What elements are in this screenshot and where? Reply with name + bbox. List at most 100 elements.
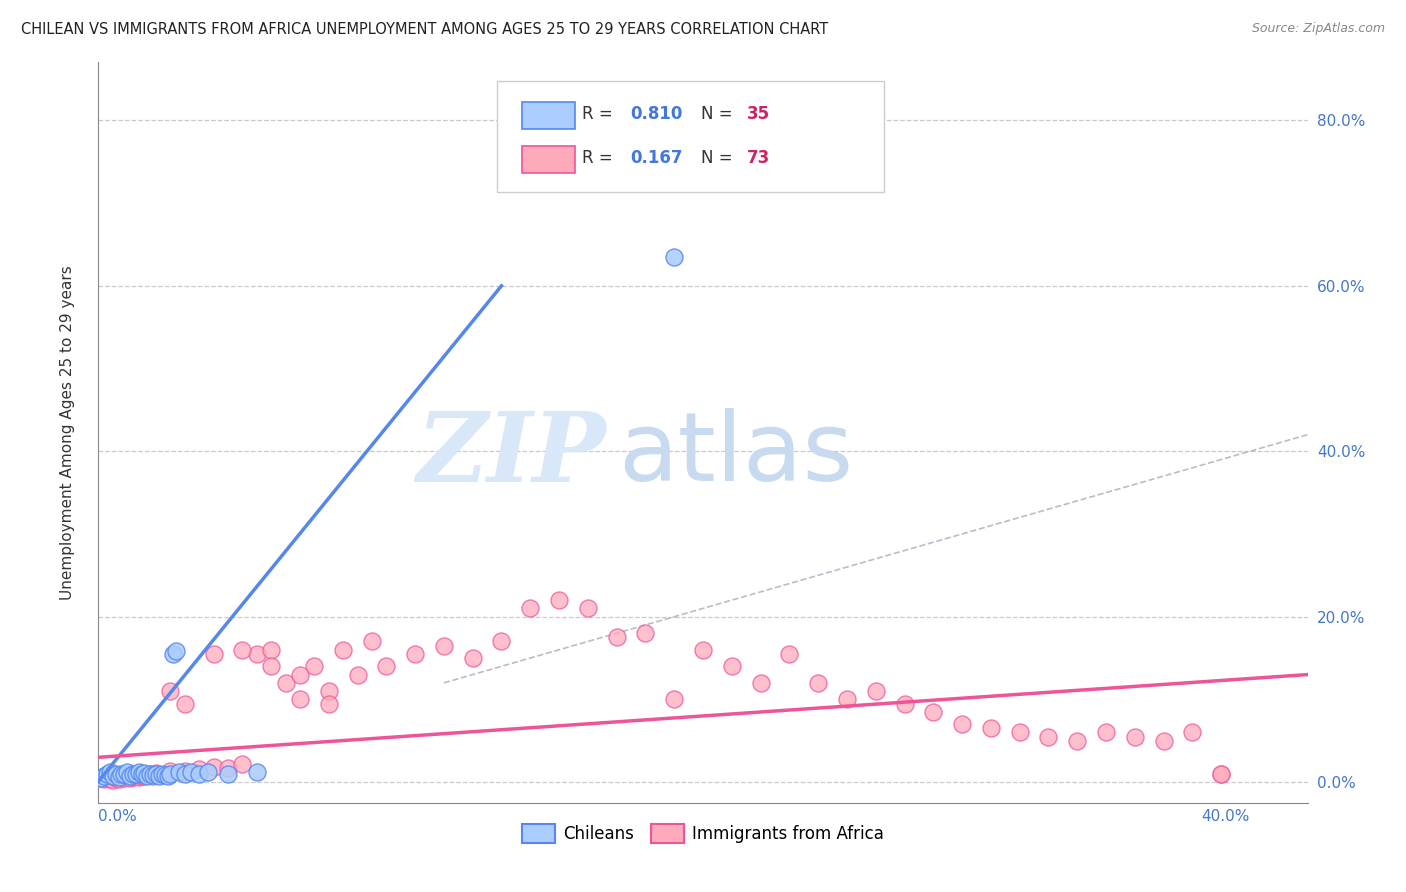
Text: N =: N =: [700, 149, 738, 167]
Point: [576, 601, 599, 615]
Point: [217, 761, 239, 775]
Point: [404, 647, 426, 661]
Point: [922, 705, 945, 719]
Point: [807, 676, 830, 690]
Point: [950, 717, 973, 731]
Text: 40.0%: 40.0%: [1202, 809, 1250, 824]
Point: [433, 639, 456, 653]
Point: [136, 768, 159, 782]
Point: [1066, 733, 1088, 747]
Point: [139, 767, 162, 781]
Point: [246, 765, 269, 780]
Point: [110, 770, 132, 784]
Point: [548, 593, 571, 607]
Point: [120, 771, 142, 785]
Point: [139, 767, 162, 781]
Text: N =: N =: [700, 105, 738, 123]
Point: [134, 769, 156, 783]
Point: [159, 767, 181, 781]
Point: [304, 659, 326, 673]
Point: [1038, 730, 1060, 744]
Point: [246, 647, 269, 661]
Point: [202, 760, 225, 774]
Point: [491, 634, 513, 648]
Point: [150, 767, 173, 781]
Point: [173, 697, 195, 711]
Point: [519, 601, 541, 615]
Point: [865, 684, 887, 698]
Point: [134, 766, 156, 780]
Point: [835, 692, 858, 706]
Point: [188, 762, 211, 776]
Point: [188, 767, 211, 781]
Point: [122, 770, 145, 784]
FancyBboxPatch shape: [498, 81, 884, 192]
Point: [167, 765, 190, 780]
Point: [104, 767, 127, 781]
Point: [260, 659, 283, 673]
Point: [90, 771, 112, 785]
Point: [153, 767, 176, 781]
Point: [332, 642, 354, 657]
Text: CHILEAN VS IMMIGRANTS FROM AFRICA UNEMPLOYMENT AMONG AGES 25 TO 29 YEARS CORRELA: CHILEAN VS IMMIGRANTS FROM AFRICA UNEMPL…: [21, 22, 828, 37]
Point: [145, 767, 167, 781]
Point: [125, 768, 148, 782]
Point: [136, 767, 159, 781]
Point: [1211, 767, 1233, 781]
Text: 73: 73: [747, 149, 769, 167]
Point: [90, 771, 112, 785]
Point: [165, 644, 187, 658]
Point: [893, 697, 915, 711]
Point: [288, 667, 311, 681]
Point: [1153, 733, 1175, 747]
FancyBboxPatch shape: [522, 103, 575, 129]
Point: [1123, 730, 1146, 744]
Point: [1095, 725, 1118, 739]
Point: [98, 772, 121, 786]
Point: [142, 768, 165, 782]
FancyBboxPatch shape: [522, 146, 575, 173]
Point: [720, 659, 742, 673]
Text: R =: R =: [582, 105, 619, 123]
Point: [606, 631, 628, 645]
Point: [692, 642, 714, 657]
Point: [96, 770, 118, 784]
Point: [131, 767, 153, 781]
Point: [162, 647, 184, 661]
Text: 0.167: 0.167: [630, 149, 683, 167]
Point: [131, 768, 153, 782]
Point: [104, 771, 127, 785]
Point: [197, 765, 219, 780]
Point: [93, 772, 115, 786]
Point: [1008, 725, 1031, 739]
Text: ZIP: ZIP: [416, 408, 606, 502]
Point: [173, 767, 195, 781]
Point: [980, 722, 1002, 736]
Point: [128, 765, 150, 780]
Text: 35: 35: [747, 105, 769, 123]
Point: [98, 765, 121, 780]
Point: [101, 768, 124, 782]
Point: [159, 684, 181, 698]
Point: [115, 769, 138, 783]
Point: [101, 772, 124, 787]
Y-axis label: Unemployment Among Ages 25 to 29 years: Unemployment Among Ages 25 to 29 years: [60, 265, 75, 600]
Point: [128, 770, 150, 784]
Point: [159, 764, 181, 778]
Text: atlas: atlas: [619, 409, 853, 501]
Point: [749, 676, 772, 690]
Point: [125, 767, 148, 781]
Point: [180, 765, 202, 780]
Point: [120, 768, 142, 782]
Point: [461, 651, 484, 665]
Point: [260, 642, 283, 657]
Point: [231, 642, 253, 657]
Point: [202, 647, 225, 661]
Point: [361, 634, 384, 648]
Point: [1181, 725, 1204, 739]
Point: [664, 250, 686, 264]
Point: [115, 765, 138, 780]
Point: [664, 692, 686, 706]
Point: [375, 659, 398, 673]
Point: [217, 767, 239, 781]
